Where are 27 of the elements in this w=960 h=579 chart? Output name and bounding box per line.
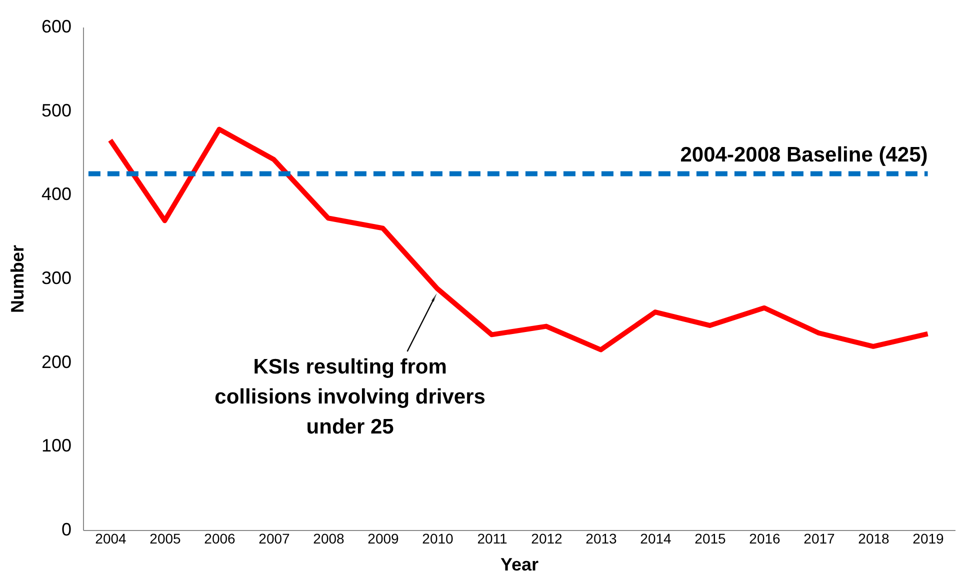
y-tick-label: 300 xyxy=(41,268,72,288)
y-tick-label: 500 xyxy=(41,100,72,120)
y-tick-label: 100 xyxy=(41,436,72,456)
x-tick-label: 2015 xyxy=(694,530,726,546)
y-tick-label: 200 xyxy=(41,352,72,372)
x-tick-label: 2018 xyxy=(858,530,890,546)
x-tick-label: 2010 xyxy=(422,530,454,546)
x-axis-title: Year xyxy=(500,554,539,574)
y-tick-label: 600 xyxy=(41,16,72,36)
x-tick-label: 2019 xyxy=(912,530,944,546)
y-axis-title: Number xyxy=(7,244,28,314)
x-tick-label: 2012 xyxy=(531,530,563,546)
y-tick-label: 400 xyxy=(41,184,72,204)
series-label: KSIs resulting from collisions involving drivers under 25 xyxy=(214,355,486,438)
x-tick-label: 2004 xyxy=(95,530,127,546)
x-tick-label: 2008 xyxy=(313,530,345,546)
x-tick-label: 2007 xyxy=(258,530,290,546)
x-tick-label: 2011 xyxy=(477,530,508,546)
x-tick-label: 2014 xyxy=(640,530,672,546)
ref-line-label: 2004-2008 Baseline (425) xyxy=(680,144,928,167)
x-tick-label: 2006 xyxy=(204,530,236,546)
x-tick-label: 2013 xyxy=(586,530,618,546)
x-tick-label: 2009 xyxy=(368,530,400,546)
x-tick-label: 2016 xyxy=(749,530,781,546)
y-tick-label: 0 xyxy=(61,520,72,540)
x-tick-label: 2005 xyxy=(150,530,182,546)
x-tick-label: 2017 xyxy=(804,530,836,546)
